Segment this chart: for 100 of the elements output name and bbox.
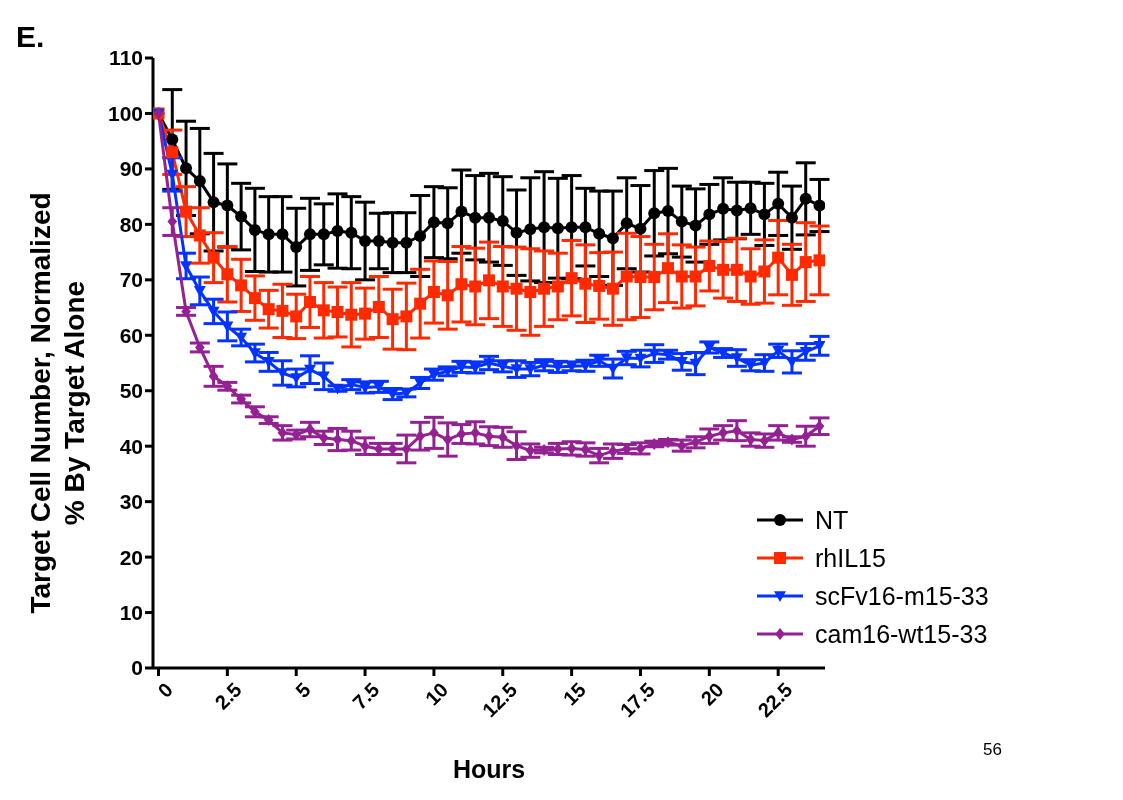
point	[427, 286, 440, 299]
point	[303, 228, 316, 241]
point	[317, 304, 330, 317]
point	[331, 225, 344, 238]
point	[372, 235, 385, 247]
point	[455, 278, 468, 291]
x-tick-label: 10	[421, 678, 453, 710]
point	[730, 263, 743, 276]
point	[799, 256, 812, 269]
point	[193, 175, 206, 188]
point	[703, 259, 716, 272]
point	[455, 205, 468, 218]
y-tick-label: 110	[109, 46, 143, 70]
point	[303, 296, 316, 308]
point	[620, 270, 633, 283]
x-tick-label: 7.5	[348, 678, 384, 714]
point	[510, 226, 523, 239]
point	[551, 280, 564, 293]
point	[400, 236, 413, 249]
point	[717, 263, 730, 276]
point	[262, 303, 275, 316]
x-tick-label: 20	[696, 678, 728, 710]
point	[317, 228, 330, 241]
point	[235, 210, 248, 223]
y-tick-label: 60	[119, 323, 143, 347]
point	[538, 282, 551, 295]
point	[221, 268, 234, 281]
point	[496, 215, 509, 228]
point	[593, 227, 606, 240]
point	[414, 297, 427, 310]
point	[524, 223, 537, 236]
point	[359, 307, 372, 320]
legend-label: NT	[815, 505, 849, 536]
point	[772, 251, 785, 264]
y-tick-label: 90	[119, 157, 143, 181]
point	[606, 232, 619, 245]
point	[648, 207, 661, 220]
point	[813, 254, 825, 267]
point	[345, 226, 358, 239]
point	[248, 223, 261, 236]
point	[758, 208, 771, 221]
point	[785, 268, 798, 281]
point	[441, 289, 454, 302]
point	[372, 300, 385, 313]
point	[799, 347, 812, 358]
point	[496, 280, 509, 293]
point	[524, 286, 537, 299]
point	[414, 230, 427, 243]
point	[772, 197, 785, 210]
point	[744, 270, 757, 283]
point	[538, 221, 551, 234]
point	[675, 357, 688, 368]
point	[193, 229, 206, 242]
x-tick-label: 5	[291, 678, 315, 702]
point	[717, 202, 730, 215]
point	[276, 228, 289, 241]
x-tick-label: 15	[558, 678, 591, 710]
point	[386, 313, 399, 326]
x-tick-label: 2.5	[210, 678, 246, 714]
point	[744, 202, 757, 215]
point	[207, 196, 220, 209]
y-tick-label: 40	[119, 434, 143, 458]
point	[675, 270, 688, 283]
point	[469, 211, 482, 224]
y-tick-label: 100	[107, 101, 143, 125]
y-tick-label: 10	[119, 601, 143, 624]
point	[276, 304, 289, 317]
point	[662, 262, 675, 275]
point	[689, 270, 702, 283]
point	[400, 310, 413, 323]
point	[675, 215, 688, 228]
point	[785, 211, 798, 224]
x-axis-title: Hours	[452, 755, 526, 783]
point	[662, 205, 675, 218]
point	[579, 221, 592, 234]
y-axis-title: Target Cell Number, Normalized % By Target Alone	[24, 192, 91, 614]
point	[386, 236, 399, 249]
point	[551, 222, 564, 235]
y-tick-label: 70	[119, 268, 143, 292]
point	[689, 219, 702, 232]
point	[180, 162, 193, 175]
text: 56	[983, 740, 1002, 760]
point	[263, 414, 274, 427]
point	[290, 373, 303, 384]
point	[442, 433, 453, 446]
point	[359, 235, 372, 247]
point	[483, 211, 495, 224]
point	[291, 428, 302, 441]
point	[730, 204, 743, 217]
point	[620, 217, 633, 230]
y-tick-label: 20	[119, 545, 143, 569]
y-tick-label: 80	[119, 212, 143, 236]
point	[331, 305, 344, 318]
x-tick-label: 0	[153, 678, 177, 702]
point	[222, 380, 233, 393]
point	[469, 280, 482, 293]
point	[290, 241, 303, 254]
point	[703, 208, 716, 221]
point	[799, 192, 812, 205]
point	[634, 222, 647, 235]
